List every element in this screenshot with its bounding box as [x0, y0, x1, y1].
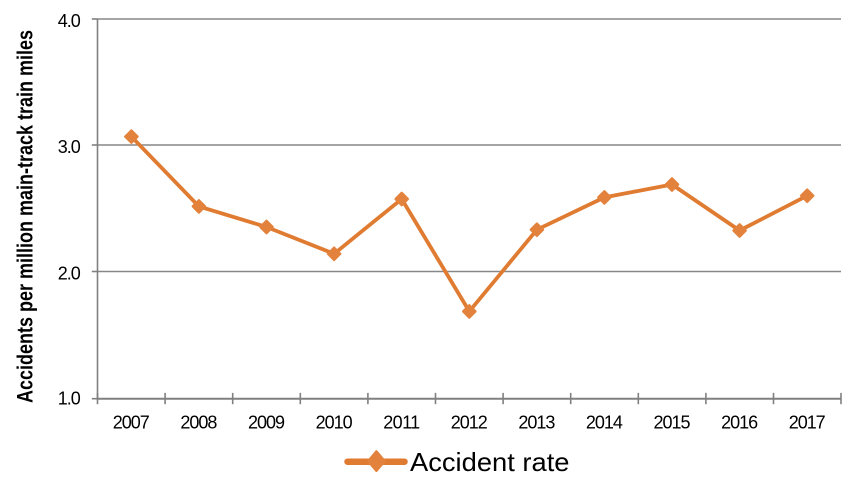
- svg-text:2010: 2010: [316, 413, 353, 433]
- svg-text:2.0: 2.0: [58, 264, 81, 284]
- svg-text:2007: 2007: [113, 413, 150, 433]
- svg-text:2015: 2015: [654, 413, 691, 433]
- svg-text:2013: 2013: [518, 413, 555, 433]
- svg-text:2009: 2009: [248, 413, 285, 433]
- svg-text:2012: 2012: [451, 413, 488, 433]
- svg-text:2011: 2011: [383, 413, 420, 433]
- svg-text:2016: 2016: [721, 413, 758, 433]
- svg-text:Accident rate: Accident rate: [410, 447, 570, 477]
- svg-text:3.0: 3.0: [58, 137, 81, 157]
- svg-text:4.0: 4.0: [58, 11, 81, 31]
- svg-text:2014: 2014: [586, 413, 623, 433]
- svg-text:2008: 2008: [180, 413, 217, 433]
- svg-text:1.0: 1.0: [58, 389, 81, 409]
- svg-text:2017: 2017: [789, 413, 826, 433]
- svg-text:Accidents per million main-tra: Accidents per million main-track train m…: [13, 30, 38, 403]
